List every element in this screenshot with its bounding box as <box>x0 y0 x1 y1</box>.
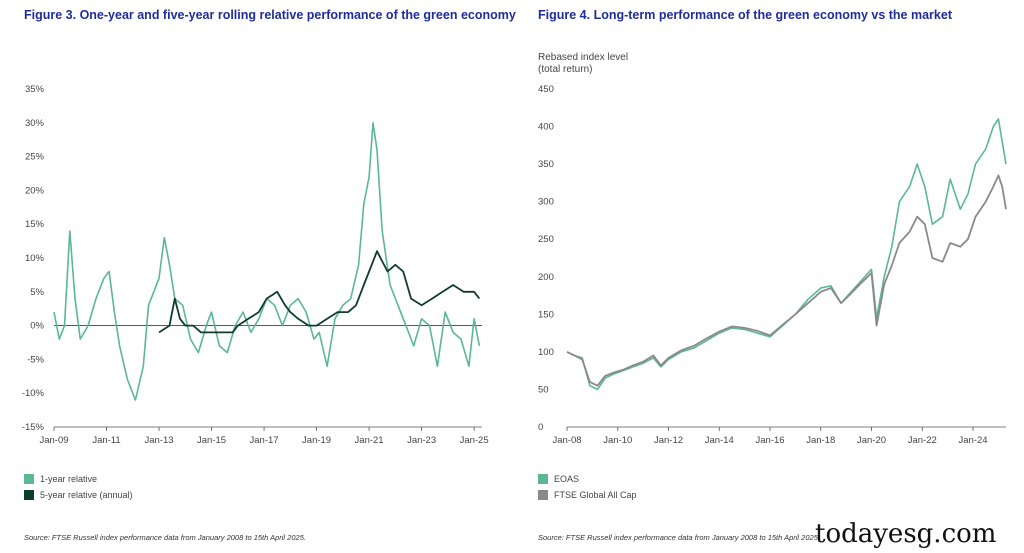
fig3-ytick-label: -10% <box>22 388 45 399</box>
fig4-ytick-label: 100 <box>538 347 554 358</box>
fig3-ytick-label: 30% <box>25 118 45 129</box>
fig3-series-1-line <box>53 122 481 401</box>
fig3-ytick-label: 0% <box>30 321 44 332</box>
fig4-xtick-label: Jan-22 <box>908 435 937 446</box>
fig4-ytick-label: 350 <box>538 159 554 170</box>
fig3-ytick-label: 25% <box>25 152 45 163</box>
fig4-ytick-label: 250 <box>538 234 554 245</box>
figure4-title: Figure 4. Long-term performance of the g… <box>538 8 952 22</box>
fig4-ytick-label: 0 <box>538 422 543 433</box>
fig4-xtick-label: Jan-10 <box>603 435 632 446</box>
figure4-ylabel-line1: Rebased index level <box>538 52 628 63</box>
fig3-ytick-label: 20% <box>25 185 45 196</box>
figure4-chart: Rebased index level (total return) 0 50 10… <box>538 52 1007 446</box>
figure3-source: Source: FTSE Russell index performance d… <box>24 533 306 542</box>
fig4-xtick-label: Jan-20 <box>857 435 886 446</box>
figure3-legend-item-5year: 5-year relative (annual) <box>24 490 133 500</box>
fig4-series-1-line <box>566 118 1007 391</box>
fig3-ytick-label: -15% <box>22 422 45 433</box>
fig3-ytick-label: -5% <box>27 354 44 365</box>
fig3-xtick-label: Jan-19 <box>302 435 331 446</box>
watermark: todayesg.com <box>815 519 997 549</box>
fig4-ytick-label: 300 <box>538 197 554 208</box>
fig4-xtick-label: Jan-18 <box>806 435 835 446</box>
fig3-xtick-label: Jan-15 <box>197 435 226 446</box>
fig4-ytick-label: 450 <box>538 84 554 95</box>
legend-label-5year: 5-year relative (annual) <box>40 490 133 500</box>
legend-swatch-5year <box>24 490 34 500</box>
fig3-ytick-label: 15% <box>25 219 45 230</box>
legend-label-ftse: FTSE Global All Cap <box>554 490 637 500</box>
legend-swatch-eoas <box>538 474 548 484</box>
fig3-xtick-label: Jan-21 <box>355 435 384 446</box>
fig4-xtick-label: Jan-14 <box>705 435 734 446</box>
figure4-ylabel-line2: (total return) <box>538 64 592 75</box>
fig4-ytick-label: 50 <box>538 384 549 395</box>
fig4-ytick-label: 400 <box>538 122 554 133</box>
fig4-xtick-label: Jan-08 <box>552 435 581 446</box>
fig3-xtick-label: Jan-23 <box>407 435 436 446</box>
figure3-title: Figure 3. One-year and five-year rolling… <box>24 8 516 22</box>
fig3-xtick-label: Jan-13 <box>144 435 173 446</box>
fig4-ytick-label: 150 <box>538 309 554 320</box>
figure4-source: Source: FTSE Russell index performance d… <box>538 533 820 542</box>
figure3-legend-item-1year: 1-year relative <box>24 474 97 484</box>
fig4-xtick-label: Jan-24 <box>958 435 987 446</box>
legend-label-eoas: EOAS <box>554 474 580 484</box>
legend-swatch-ftse <box>538 490 548 500</box>
legend-swatch-1year <box>24 474 34 484</box>
fig4-ytick-label: 200 <box>538 272 554 283</box>
fig3-ytick-label: 35% <box>25 84 45 95</box>
fig4-xtick-label: Jan-12 <box>654 435 683 446</box>
fig3-xtick-label: Jan-25 <box>460 435 489 446</box>
fig3-ytick-label: 10% <box>25 253 45 264</box>
figure4-legend-item-eoas: EOAS <box>538 474 579 484</box>
fig3-xtick-label: Jan-17 <box>250 435 279 446</box>
figure4-legend-item-ftse: FTSE Global All Cap <box>538 490 637 500</box>
fig3-series-2-line <box>158 250 481 334</box>
fig3-ytick-label: 5% <box>30 287 44 298</box>
fig3-xtick-label: Jan-09 <box>39 435 68 446</box>
figure3-chart: 35% 30% 25% 20% 15% 10% 5% 0% -5% -10% -15% Jan-09 J… <box>22 84 489 446</box>
legend-label-1year: 1-year relative <box>40 474 98 484</box>
fig4-series-2-line <box>566 174 1007 387</box>
fig4-xtick-label: Jan-16 <box>755 435 784 446</box>
fig3-xtick-label: Jan-11 <box>92 435 120 446</box>
